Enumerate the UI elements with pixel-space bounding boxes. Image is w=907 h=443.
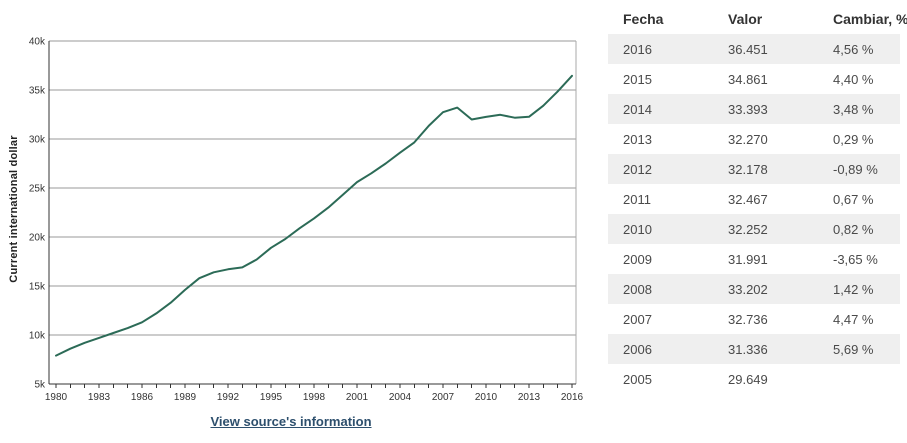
gdp-per-capita-line-chart: 5k 10k 15k 20k 25k 30k 35k 40k 1980 1983 1986 1989 1… <box>29 37 584 404</box>
cell-cambiar: 1,42 % <box>833 281 874 297</box>
cell-valor: 31.991 <box>728 251 768 267</box>
x-tick-label: 1980 <box>45 392 68 403</box>
cell-fecha: 2006 <box>623 341 652 357</box>
cell-fecha: 2007 <box>623 311 652 327</box>
x-tick-label: 1998 <box>303 392 326 403</box>
y-axis-title: Current international dollar <box>8 135 20 283</box>
x-tick-label: 2007 <box>432 392 455 403</box>
cell-valor: 31.336 <box>728 341 768 357</box>
line-chart-panel: Current international dollar 5k 10k 15k 20k… <box>0 37 584 431</box>
x-tick-label: 2010 <box>475 392 498 403</box>
table-header-row: Fecha Valor Cambiar, % <box>608 6 907 34</box>
x-tick-label: 2013 <box>518 392 541 403</box>
col-header-cambiar: Cambiar, % <box>818 6 907 34</box>
x-tick-label: 1986 <box>131 392 154 403</box>
values-table-panel: Fecha Valor Cambiar, % 2016 36.451 4,56 % 2… <box>608 6 907 394</box>
cell-valor: 32.467 <box>728 191 768 207</box>
table-row: 2015 34.861 4,40 % <box>608 64 900 94</box>
cell-fecha: 2014 <box>623 101 652 117</box>
data-series-line <box>55 74 573 357</box>
col-header-valor: Valor <box>713 6 818 34</box>
table-row: 2005 29.649 <box>608 364 900 394</box>
table-row: 2014 33.393 3,48 % <box>608 94 900 124</box>
cell-cambiar: 0,82 % <box>833 221 874 237</box>
source-link-container: View source's information <box>0 413 582 431</box>
cell-cambiar <box>818 364 900 394</box>
y-tick-label: 35k <box>29 86 46 97</box>
cell-valor: 32.736 <box>728 311 768 327</box>
table-row: 2016 36.451 4,56 % <box>608 34 900 64</box>
table-row: 2006 31.336 5,69 % <box>608 334 900 364</box>
col-header-fecha: Fecha <box>608 6 713 34</box>
table-row: 2011 32.467 0,67 % <box>608 184 900 214</box>
cell-valor: 29.649 <box>728 371 768 387</box>
cell-fecha: 2016 <box>623 41 652 57</box>
x-tick-label: 2016 <box>561 392 584 403</box>
values-table: Fecha Valor Cambiar, % 2016 36.451 4,56 % 2… <box>608 6 907 394</box>
cell-valor: 36.451 <box>728 41 768 57</box>
table-row: 2007 32.736 4,47 % <box>608 304 900 334</box>
cell-fecha: 2010 <box>623 221 652 237</box>
cell-valor: 34.861 <box>728 71 768 87</box>
cell-fecha: 2005 <box>623 371 652 387</box>
x-tick-label: 2004 <box>389 392 412 403</box>
cell-fecha: 2012 <box>623 161 652 177</box>
cell-cambiar: 0,67 % <box>833 191 874 207</box>
x-tick-label: 1995 <box>260 392 283 403</box>
cell-valor: 33.393 <box>728 101 768 117</box>
cell-valor: 33.202 <box>728 281 768 297</box>
cell-cambiar: 5,69 % <box>833 341 874 357</box>
y-tick-label: 5k <box>34 380 46 391</box>
y-tick-label: 30k <box>29 135 46 146</box>
x-tick-label: 1989 <box>174 392 197 403</box>
table-row: 2012 32.178 -0,89 % <box>608 154 900 184</box>
cell-fecha: 2013 <box>623 131 652 147</box>
cell-cambiar: 0,29 % <box>833 131 874 147</box>
cell-fecha: 2008 <box>623 281 652 297</box>
cell-cambiar: 4,56 % <box>833 41 874 57</box>
cell-valor: 32.270 <box>728 131 768 147</box>
y-tick-label: 25k <box>29 184 46 195</box>
y-tick-label: 20k <box>29 233 46 244</box>
y-tick-label: 15k <box>29 282 46 293</box>
cell-fecha: 2011 <box>623 191 651 207</box>
cell-fecha: 2009 <box>623 251 652 267</box>
x-tick-label: 1983 <box>88 392 111 403</box>
cell-cambiar: -0,89 % <box>833 161 878 177</box>
table-row: 2010 32.252 0,82 % <box>608 214 900 244</box>
table-row: 2008 33.202 1,42 % <box>608 274 900 304</box>
table-row: 2013 32.270 0,29 % <box>608 124 900 154</box>
cell-valor: 32.178 <box>728 161 768 177</box>
table-row: 2009 31.991 -3,65 % <box>608 244 900 274</box>
cell-cambiar: 4,40 % <box>833 71 874 87</box>
y-tick-label: 10k <box>29 331 46 342</box>
view-source-link[interactable]: View source's information <box>210 414 372 429</box>
x-tick-label: 2001 <box>346 392 369 403</box>
cell-cambiar: 4,47 % <box>833 311 874 327</box>
cell-cambiar: 3,48 % <box>833 101 874 117</box>
y-tick-label: 40k <box>29 37 46 48</box>
cell-fecha: 2015 <box>623 71 652 87</box>
cell-valor: 32.252 <box>728 221 768 237</box>
cell-cambiar: -3,65 % <box>833 251 878 267</box>
x-tick-label: 1992 <box>217 392 240 403</box>
